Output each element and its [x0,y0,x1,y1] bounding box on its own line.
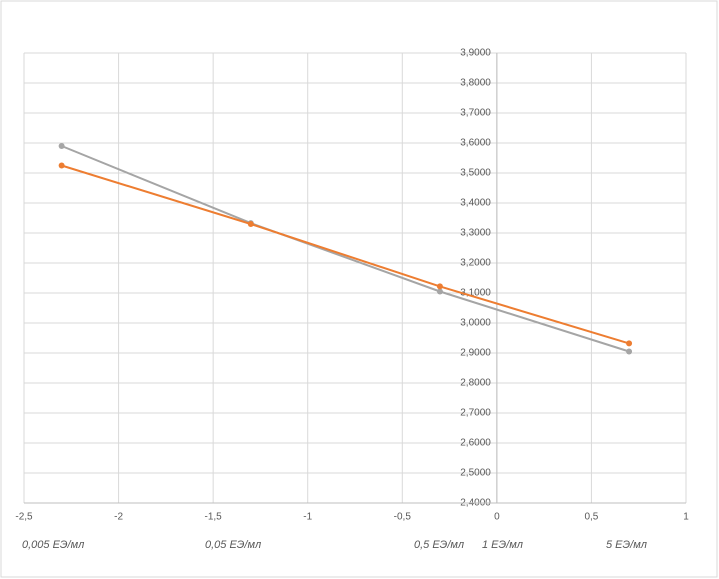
data-point [58,162,65,169]
y-tick-label: 2,5000 [460,468,491,479]
x-tick-label: 1 [683,512,689,523]
y-tick-label: 3,0000 [460,318,491,329]
y-tick-label: 3,9000 [460,48,491,59]
y-tick-label: 3,6000 [460,138,491,149]
annotation: 0,5 ЕЭ/мл [414,539,464,551]
y-tick-label: 2,6000 [460,438,491,449]
data-point [58,143,65,149]
series-line [61,164,630,345]
y-tick-label: 3,2000 [460,258,491,269]
y-tick-label: 3,8000 [460,78,491,89]
x-tick-label: -1,5 [205,512,223,523]
data-point [436,288,443,295]
annotation: 1 ЕЭ/мл [482,539,523,551]
y-tick-label: 3,1000 [460,288,491,299]
y-tick-label: 3,7000 [460,108,491,119]
data-point [626,348,633,355]
y-tick-label: 3,5000 [460,168,491,179]
x-tick-label: -1 [303,512,312,523]
y-tick-label: 2,9000 [460,348,491,359]
y-tick-label: 2,7000 [460,408,491,419]
annotation: 0,05 ЕЭ/мл [205,539,261,551]
x-tick-label: -2,5 [15,512,33,523]
y-tick-label: 2,8000 [460,378,491,389]
y-tick-label: 3,4000 [460,198,491,209]
annotation: 0,005 ЕЭ/мл [22,539,84,551]
x-tick-label: -2 [114,512,123,523]
x-tick-label: 0 [494,512,500,523]
series-line [61,145,630,353]
x-tick-label: -0,5 [394,512,412,523]
y-tick-label: 3,3000 [460,228,491,239]
data-point [626,340,633,347]
data-point [247,221,254,227]
data-point [436,283,443,290]
annotation: 5 ЕЭ/мл [606,539,647,551]
x-tick-label: 0,5 [584,512,598,523]
